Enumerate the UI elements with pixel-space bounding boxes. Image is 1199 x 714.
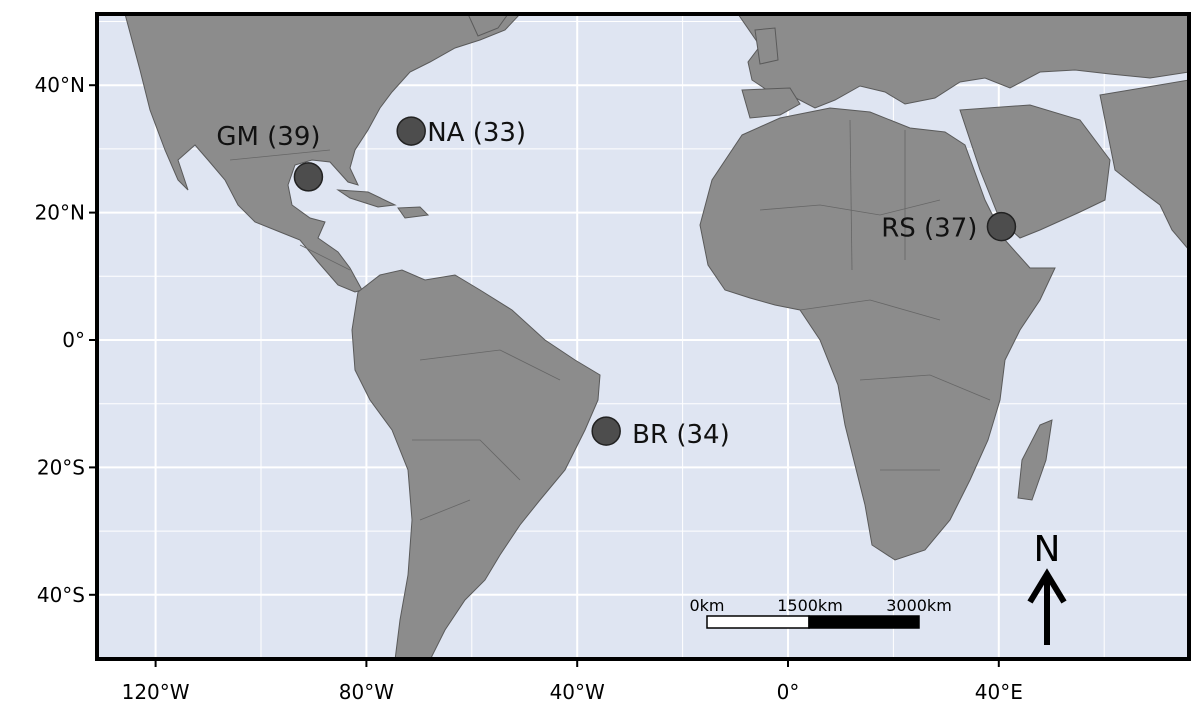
scale-bar-black-segment [808, 615, 920, 629]
site-marker-gm[interactable] [293, 162, 324, 192]
site-label-br: BR (34) [632, 420, 730, 450]
x-axis: 120°W 80°W 40°W 0° 40°E [122, 659, 1023, 704]
greenland [467, 14, 509, 37]
x-tick-label: 40°W [550, 680, 605, 704]
africa [699, 107, 1056, 561]
scale-bar-white-segment [706, 615, 810, 629]
british-isles [754, 27, 779, 65]
y-axis: 40°N 20°N 0° 20°S 40°S [35, 73, 97, 607]
north-label: N [1034, 529, 1061, 570]
europe [737, 14, 1189, 109]
land-masses [124, 14, 1189, 659]
madagascar [1017, 419, 1053, 501]
map-border [95, 12, 1191, 661]
x-tick-label: 120°W [122, 680, 190, 704]
asia [1099, 79, 1189, 251]
site-label-na: NA (33) [427, 118, 526, 148]
x-tick-label: 40°E [975, 680, 1023, 704]
arabia [959, 104, 1111, 239]
x-tick-label: 0° [777, 680, 800, 704]
north-arrow: N [1027, 529, 1067, 645]
x-tick-label: 80°W [339, 680, 394, 704]
y-tick-label: 0° [62, 328, 85, 352]
south-america [351, 269, 601, 659]
scale-label-1500: 1500km [777, 596, 843, 615]
site-marker-br[interactable] [591, 416, 621, 446]
sampling-sites: GM (39) NA (33) RS (37) BR (34) [216, 116, 1017, 450]
y-tick-label: 20°N [35, 201, 85, 225]
scale-label-0: 0km [689, 596, 724, 615]
cuba [336, 189, 397, 208]
y-tick-label: 40°N [35, 73, 85, 97]
site-label-rs: RS (37) [881, 214, 977, 244]
scale-bar: 0km 1500km 3000km [689, 596, 952, 629]
y-tick-label: 40°S [37, 583, 85, 607]
north-america [124, 14, 521, 293]
site-label-gm: GM (39) [216, 122, 320, 152]
iberia [741, 87, 801, 119]
country-borders [229, 119, 991, 521]
y-tick-label: 20°S [37, 455, 85, 479]
site-marker-na[interactable] [396, 116, 426, 146]
site-marker-rs[interactable] [986, 211, 1017, 242]
hispaniola [397, 206, 430, 219]
north-arrow-head [1027, 568, 1067, 604]
scale-label-3000: 3000km [886, 596, 952, 615]
